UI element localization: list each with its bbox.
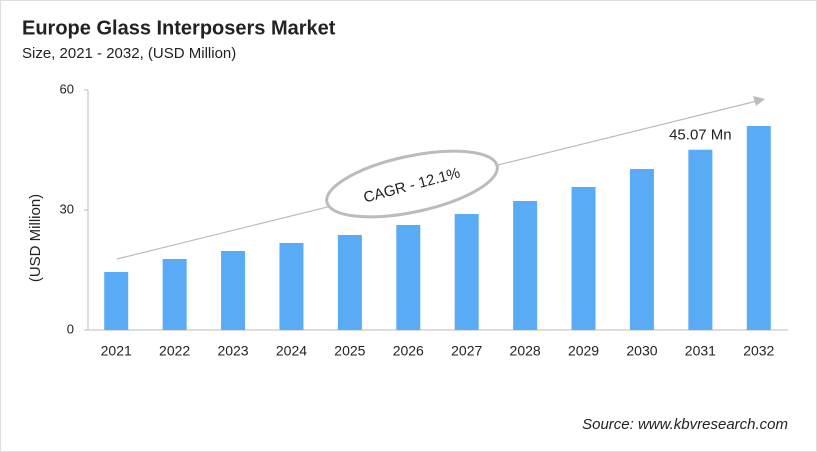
x-tick-label: 2029 bbox=[568, 343, 599, 359]
bar bbox=[513, 201, 538, 330]
x-tick-label: 2030 bbox=[626, 343, 657, 359]
bar bbox=[162, 259, 187, 330]
bar bbox=[629, 169, 654, 330]
x-tick-label: 2027 bbox=[451, 343, 482, 359]
bar bbox=[279, 243, 304, 330]
bar bbox=[688, 149, 713, 330]
bar bbox=[337, 235, 362, 330]
x-tick-label: 2032 bbox=[743, 343, 774, 359]
x-tick-label: 2025 bbox=[334, 343, 365, 359]
bar bbox=[104, 272, 129, 330]
bar bbox=[454, 214, 479, 330]
chart-subtitle: Size, 2021 - 2032, (USD Million) bbox=[22, 45, 236, 62]
x-tick-label: 2031 bbox=[685, 343, 716, 359]
y-tick-label: 30 bbox=[60, 201, 74, 216]
y-tick-label: 60 bbox=[60, 81, 74, 96]
x-tick-label: 2022 bbox=[159, 343, 190, 359]
y-axis-label: (USD Million) bbox=[27, 194, 44, 282]
x-tick-label: 2026 bbox=[393, 343, 424, 359]
source: Source: www.kbvresearch.com bbox=[582, 416, 788, 433]
y-tick-label: 0 bbox=[67, 321, 74, 336]
bar bbox=[571, 187, 596, 330]
x-tick-label: 2021 bbox=[101, 343, 132, 359]
data-label: 45.07 Mn bbox=[669, 127, 732, 144]
x-tick-label: 2023 bbox=[217, 343, 248, 359]
bar bbox=[746, 126, 771, 330]
arrow-head bbox=[753, 96, 765, 106]
x-tick-label: 2024 bbox=[276, 343, 307, 359]
cagr-ellipse bbox=[325, 149, 499, 219]
chart-title: Europe Glass Interposers Market bbox=[22, 17, 336, 39]
bar bbox=[396, 225, 421, 330]
x-tick-label: 2028 bbox=[510, 343, 541, 359]
bars: 0 30 60 2021 2022 2023 2024 2025 2026 2027 2028 202… bbox=[60, 81, 775, 358]
bar bbox=[221, 251, 246, 330]
